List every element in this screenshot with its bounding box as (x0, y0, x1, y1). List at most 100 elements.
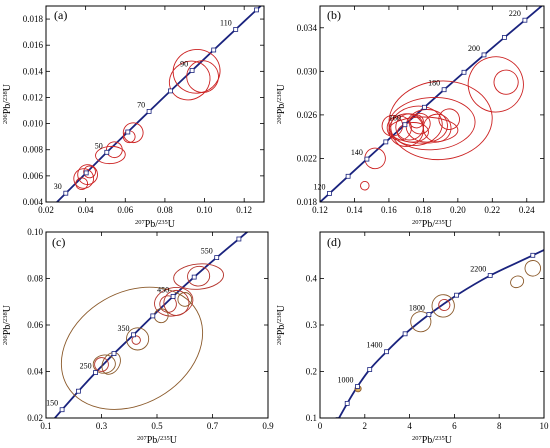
age-marker (191, 274, 197, 280)
y-tick-label: 0.06 (27, 320, 43, 330)
error-ellipse (77, 164, 98, 185)
error-ellipse (92, 354, 116, 374)
y-tick-label: 0.4 (306, 274, 318, 284)
x-tick-label: 0.04 (78, 205, 94, 215)
age-marker (421, 104, 427, 110)
panel-label: (c) (52, 235, 65, 249)
error-ellipse (388, 80, 493, 161)
y-tick-label: 0.04 (27, 367, 43, 377)
age-label: 90 (180, 60, 188, 69)
age-label: 250 (80, 362, 92, 371)
y-tick-label: 0.006 (23, 171, 44, 181)
age-marker (461, 69, 467, 75)
error-ellipse (60, 286, 204, 410)
age-label: 1400 (367, 341, 383, 350)
x-tick-label: 0.12 (236, 205, 252, 215)
age-marker (59, 407, 65, 413)
x-tick-label: 0.08 (157, 205, 173, 215)
error-ellipse (388, 96, 476, 151)
panel-label: (d) (327, 235, 341, 249)
error-ellipse (106, 141, 123, 159)
y-tick-label: 0.014 (23, 66, 44, 76)
error-ellipse (438, 298, 451, 312)
age-marker (211, 47, 217, 53)
x-tick-label: 0.10 (197, 205, 213, 215)
age-marker (254, 7, 259, 13)
error-ellipse (360, 180, 370, 191)
plot-area (55, 6, 262, 202)
x-tick-label: 0.02 (38, 205, 54, 215)
error-ellipse (409, 112, 431, 135)
age-marker (364, 156, 370, 162)
x-tick-label: 4 (407, 421, 412, 431)
error-ellipse (390, 105, 443, 146)
concordia-panel-3: 150 250 350 450 550 0.1 0.3 0.5 0.7 0.9 0.02 0.04 0.… (2, 227, 274, 446)
error-ellipse (422, 113, 452, 143)
error-ellipse (126, 327, 150, 351)
age-marker (233, 26, 239, 32)
y-tick-label: 0.3 (306, 320, 318, 330)
age-label: 70 (137, 100, 145, 109)
error-ellipse (95, 145, 126, 165)
age-marker (146, 109, 152, 114)
y-tick-label: 0.016 (23, 40, 44, 50)
age-marker (487, 273, 493, 278)
y-tick-label: 0.022 (297, 153, 317, 163)
age-marker (345, 173, 351, 179)
plot-frame (45, 5, 265, 203)
age-marker (402, 122, 408, 128)
y-tick-label: 0.10 (27, 227, 43, 237)
age-label: 550 (201, 247, 213, 256)
y-tick-label: 0.08 (27, 274, 43, 284)
x-tick-label: 0.20 (450, 205, 466, 215)
age-marker (93, 370, 98, 375)
age-label: 30 (54, 182, 62, 191)
age-marker (355, 384, 360, 389)
age-label: 350 (118, 324, 130, 333)
age-label: 180 (428, 79, 440, 88)
error-ellipse (122, 122, 144, 144)
y-tick-label: 0.2 (306, 367, 317, 377)
age-marker (344, 400, 350, 406)
y-tick-label: 0.026 (297, 110, 318, 120)
age-marker (522, 17, 528, 23)
age-marker (426, 312, 432, 318)
age-marker (327, 190, 332, 196)
age-label: 1000 (338, 376, 354, 385)
x-tick-label: 8 (497, 421, 502, 431)
panel-label: (a) (54, 8, 67, 22)
x-tick-label: 10 (540, 421, 550, 431)
plot-area (320, 6, 544, 202)
age-marker (131, 332, 136, 338)
age-marker (530, 252, 536, 258)
error-ellipse (431, 294, 455, 318)
age-label: 140 (351, 148, 363, 157)
error-ellipse (388, 116, 459, 144)
x-tick-label: 6 (452, 421, 457, 431)
error-ellipse (168, 60, 211, 101)
age-marker (441, 87, 447, 93)
y-tick-label: 0.004 (23, 197, 44, 207)
y-tick-label: 0.1 (306, 413, 317, 423)
age-marker (454, 292, 460, 298)
error-ellipse (397, 122, 429, 143)
concordia-curve (337, 248, 544, 418)
x-tick-label: 0.3 (96, 421, 108, 431)
error-ellipse (159, 295, 177, 313)
y-axis-label: 206Pb/238U (276, 304, 287, 345)
error-ellipse (75, 177, 89, 191)
y-tick-label: 0.008 (23, 145, 44, 155)
x-tick-label: 0.22 (484, 205, 500, 215)
age-marker (481, 52, 487, 58)
x-tick-label: 0.16 (381, 205, 397, 215)
panel-label: (b) (327, 8, 341, 22)
y-tick-label: 0.018 (23, 14, 44, 24)
x-tick-label: 0.18 (416, 205, 432, 215)
concordia-curve (53, 232, 249, 418)
error-ellipse (438, 108, 460, 130)
error-ellipse (153, 308, 169, 324)
error-ellipse (173, 263, 224, 290)
y-tick-label: 0.030 (297, 66, 318, 76)
